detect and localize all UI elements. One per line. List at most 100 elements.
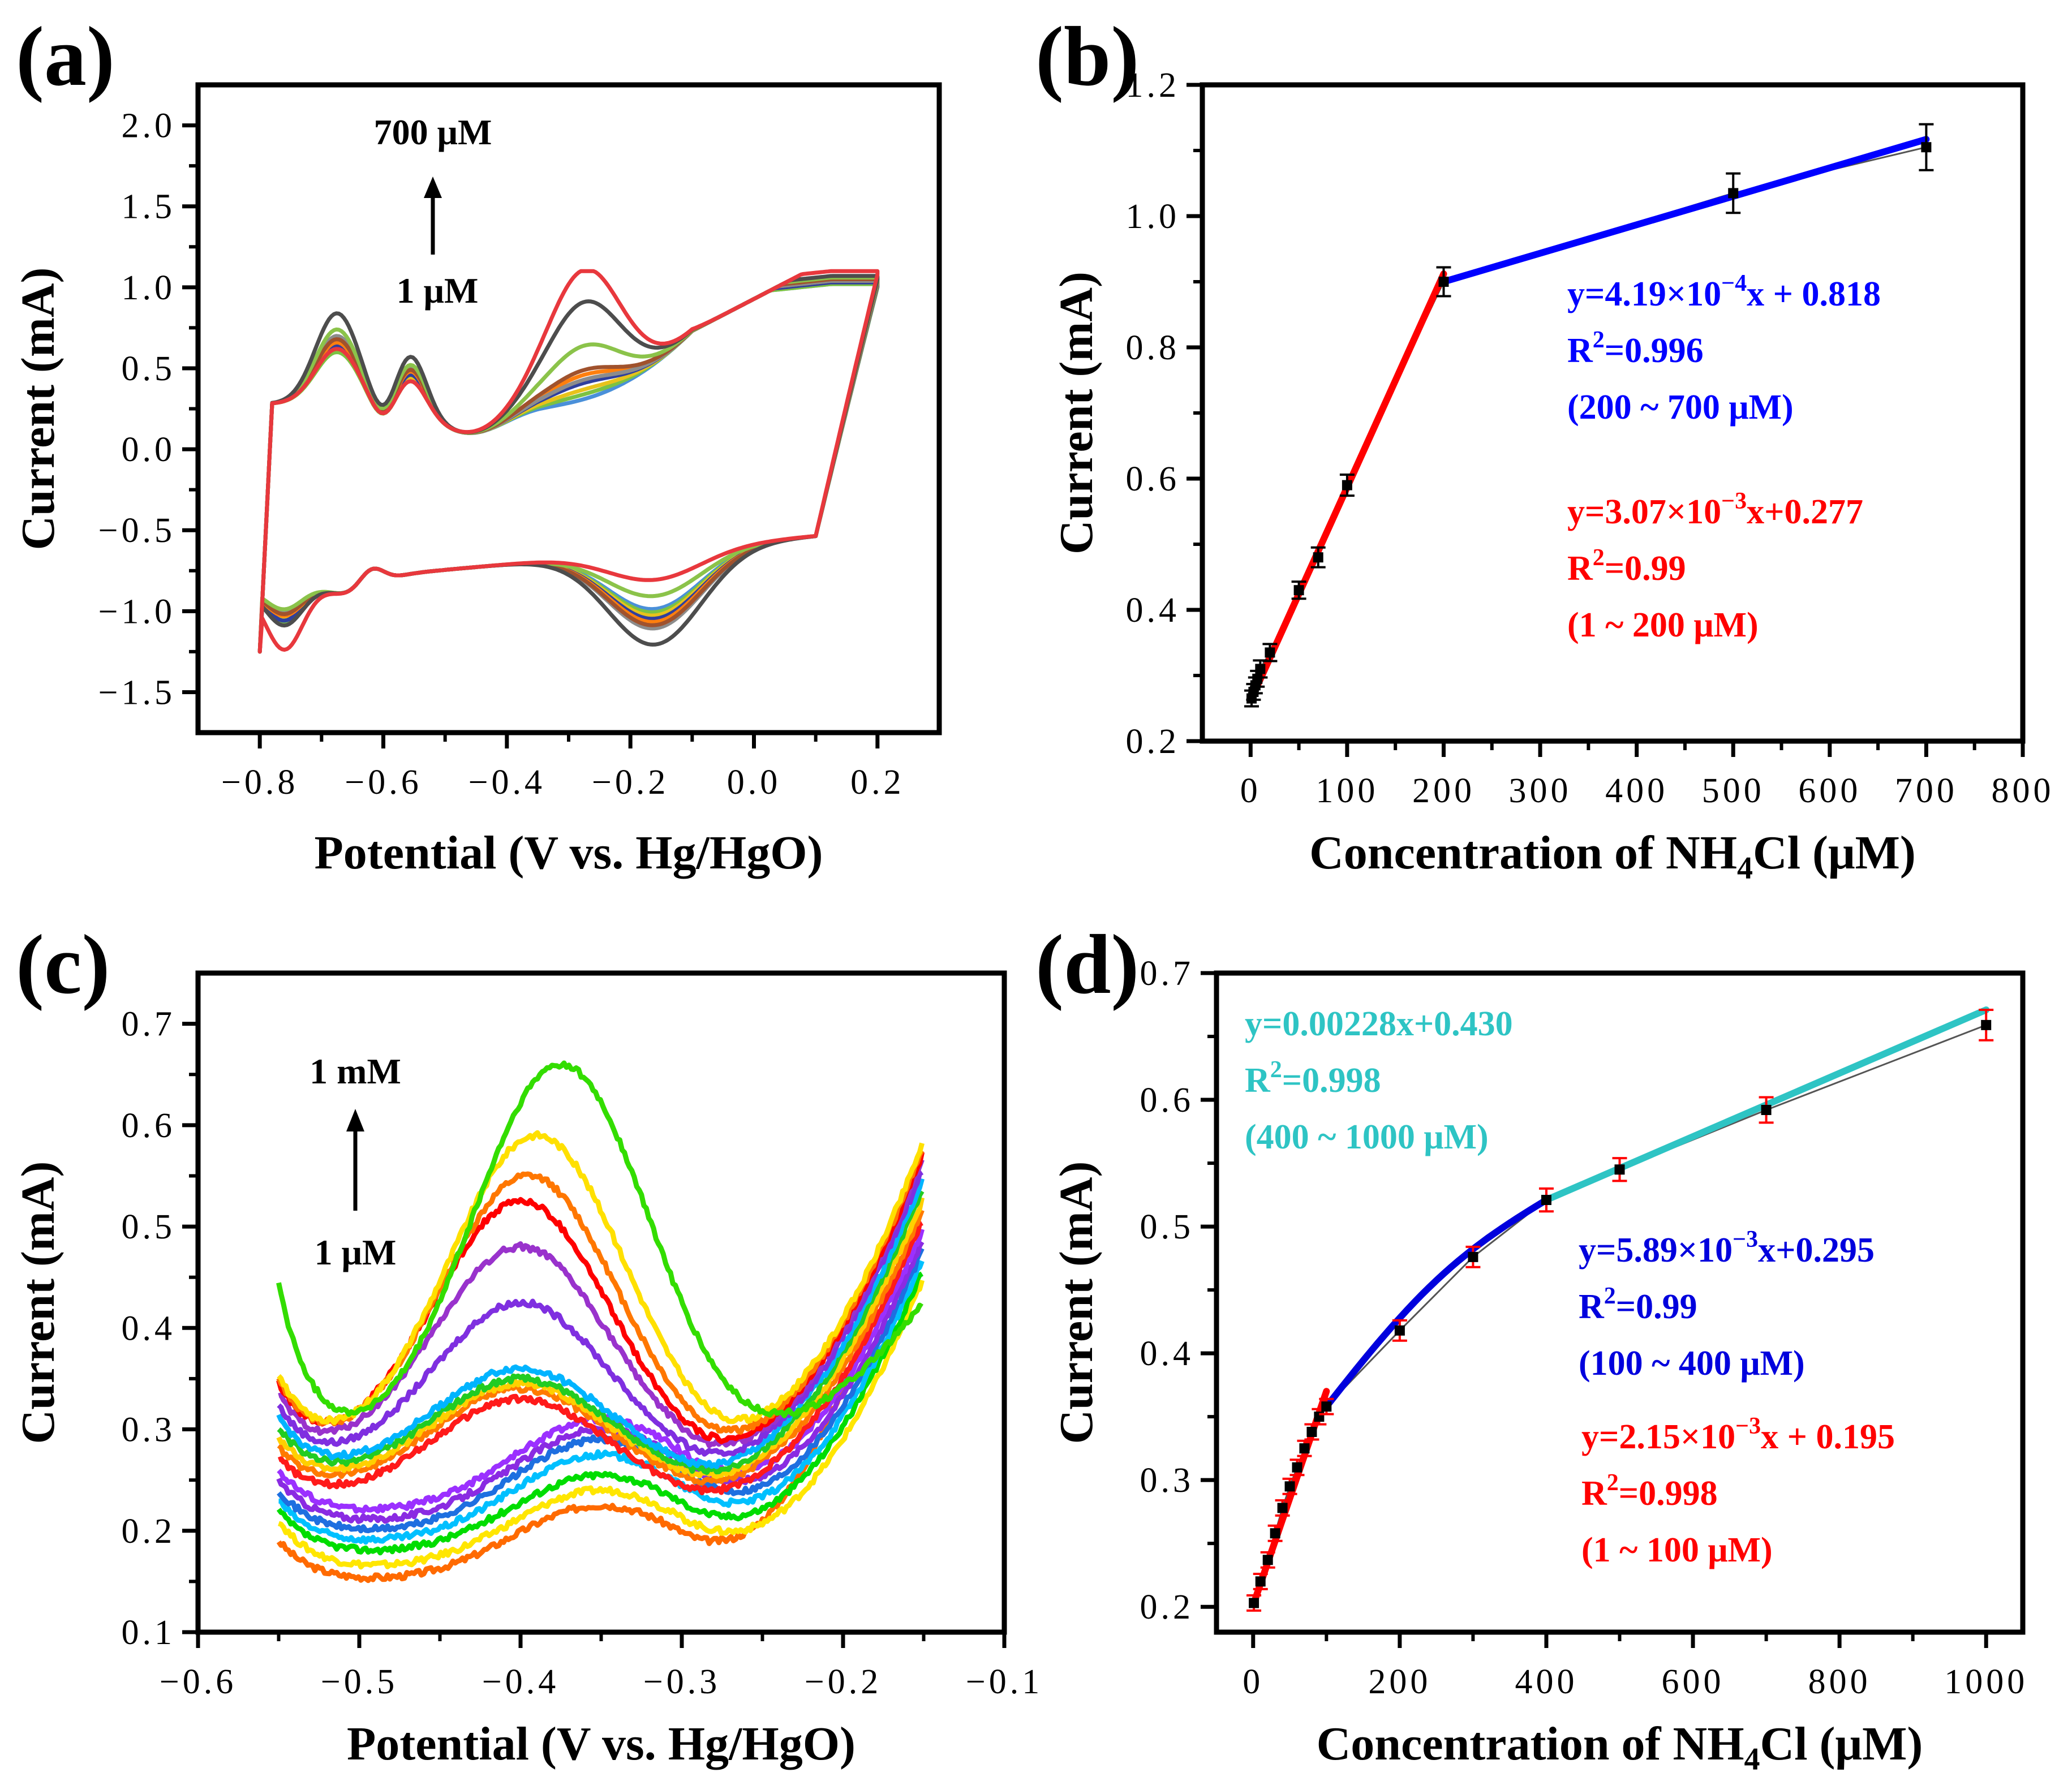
y-tick-label: 0.6 bbox=[1126, 460, 1180, 498]
x-tick-label: −0.4 bbox=[482, 1663, 559, 1701]
x-tick-label: 0 bbox=[1243, 1663, 1263, 1701]
fit-r2: R2=0.998 bbox=[1245, 1057, 1381, 1100]
r2-exp: 2 bbox=[1593, 327, 1605, 353]
dpv-series-line bbox=[278, 1260, 925, 1545]
y-tick-label: 0.2 bbox=[1140, 1588, 1194, 1627]
x-tick-label: −0.8 bbox=[221, 763, 298, 802]
fit-eq-exp: −3 bbox=[1721, 488, 1747, 514]
r2-exp: 2 bbox=[1604, 1283, 1616, 1309]
dpv-series-line bbox=[276, 1060, 924, 1418]
data-point bbox=[1262, 1555, 1273, 1565]
x-label-sub: 4 bbox=[1737, 851, 1753, 886]
x-tick-label: 400 bbox=[1605, 772, 1668, 810]
y-tick-label: −0.5 bbox=[98, 511, 175, 550]
r2-exp: 2 bbox=[1270, 1057, 1282, 1083]
x-label-main: Concentration of NH bbox=[1317, 1718, 1744, 1770]
x-tick-label: 700 bbox=[1895, 772, 1958, 810]
data-point bbox=[1270, 1528, 1280, 1539]
fit-r2: R2=0.99 bbox=[1579, 1283, 1697, 1326]
r2-exp: 2 bbox=[1593, 545, 1605, 571]
data-point bbox=[1981, 1019, 1992, 1030]
data-point bbox=[1541, 1195, 1551, 1206]
x-axis-label: Potential (V vs. Hg/HgO) bbox=[314, 827, 823, 879]
panel-label: (d) bbox=[1035, 918, 1139, 1012]
r2-value: =0.99 bbox=[1616, 1288, 1697, 1326]
dpv-series-line bbox=[278, 1279, 925, 1570]
x-axis-label: Potential (V vs. Hg/HgO) bbox=[347, 1718, 856, 1770]
x-tick-label: 800 bbox=[1808, 1663, 1871, 1701]
y-axis-label: Current (mA) bbox=[12, 268, 65, 550]
panel-a: 700 μM 1 μM −0.8 −0.6 −0.4 −0.2 0.0 0.2 −1.5 −1.0… bbox=[12, 10, 942, 879]
y-tick-label: 0.0 bbox=[122, 431, 176, 469]
fit-r2: R2=0.996 bbox=[1567, 327, 1704, 370]
y-tick-label: 2.0 bbox=[122, 107, 176, 145]
dpv-series-line bbox=[277, 1247, 925, 1534]
x-axis-label: Concentration of NH4Cl (μM) bbox=[1309, 827, 1916, 886]
data-point bbox=[1249, 1598, 1259, 1608]
y-tick-label: 0.4 bbox=[1140, 1335, 1194, 1373]
dpv-series-line bbox=[276, 1271, 924, 1556]
data-point bbox=[1277, 1503, 1288, 1513]
y-tick-label: 0.5 bbox=[122, 1208, 176, 1246]
x-tick-label: 200 bbox=[1412, 772, 1475, 810]
y-tick-label: −1.5 bbox=[98, 673, 175, 712]
fit-range: (100 ~ 400 μM) bbox=[1579, 1344, 1805, 1383]
x-tick-label: −0.2 bbox=[592, 763, 669, 802]
series-group bbox=[276, 1060, 925, 1584]
x-tick-label: −0.3 bbox=[643, 1663, 720, 1701]
y-tick-label: −1.0 bbox=[98, 592, 175, 631]
annotation-top: 1 mM bbox=[309, 1051, 401, 1091]
dpv-series-line bbox=[277, 1170, 924, 1457]
r2-value: =0.996 bbox=[1605, 332, 1704, 370]
y-tick-label: 0.7 bbox=[122, 1005, 176, 1044]
data-point bbox=[1284, 1481, 1295, 1492]
fit-equation: y=5.89×10−3x+0.295 bbox=[1579, 1227, 1875, 1270]
panel-label: (c) bbox=[16, 918, 110, 1012]
r2-letter: R bbox=[1581, 1474, 1607, 1513]
dpv-series-line bbox=[276, 1178, 925, 1469]
r2-letter: R bbox=[1579, 1288, 1605, 1326]
y-axis-label: Current (mA) bbox=[1050, 1161, 1103, 1444]
r2-value: =0.998 bbox=[1619, 1474, 1718, 1513]
fit-eq-main: y=4.19×10 bbox=[1567, 275, 1721, 313]
r2-letter: R bbox=[1245, 1061, 1271, 1100]
data-point bbox=[1438, 277, 1449, 287]
y-tick-label: 0.4 bbox=[1126, 591, 1180, 630]
y-tick-label: 1.2 bbox=[1126, 66, 1180, 105]
x-tick-label: 200 bbox=[1368, 1663, 1431, 1701]
fit-equation: y=3.07×10−3x+0.277 bbox=[1567, 488, 1863, 531]
y-tick-label: 0.5 bbox=[1140, 1208, 1194, 1246]
x-tick-label: −0.1 bbox=[966, 1663, 1043, 1701]
y-tick-label: 0.6 bbox=[122, 1107, 176, 1145]
y-axis-label: Current (mA) bbox=[12, 1161, 65, 1444]
fit-range: (200 ~ 700 μM) bbox=[1567, 388, 1794, 427]
y-tick-label: 0.7 bbox=[1140, 954, 1194, 993]
y-tick-label: 1.5 bbox=[122, 188, 176, 226]
plot-frame bbox=[195, 82, 942, 735]
x-tick-label: 1000 bbox=[1944, 1663, 2028, 1701]
y-tick-label: 0.8 bbox=[1126, 329, 1180, 367]
fit-line bbox=[1440, 136, 1930, 285]
x-tick-label: 300 bbox=[1509, 772, 1572, 810]
data-point bbox=[1292, 1462, 1302, 1473]
r2-letter: R bbox=[1567, 332, 1593, 370]
fit-equation: y=2.15×10−3x + 0.195 bbox=[1581, 1413, 1895, 1456]
x-tick-label: −0.6 bbox=[160, 1663, 237, 1701]
data-point bbox=[1313, 552, 1323, 563]
fit-line bbox=[1250, 1388, 1330, 1607]
data-point bbox=[1614, 1164, 1625, 1175]
data-point bbox=[1321, 1401, 1332, 1412]
fit-equation: y=4.19×10−4x + 0.818 bbox=[1567, 270, 1881, 313]
data-point bbox=[1293, 585, 1304, 596]
fit-eq-tail: x + 0.195 bbox=[1761, 1418, 1895, 1456]
dpv-series-line bbox=[276, 1240, 925, 1524]
r2-letter: R bbox=[1567, 549, 1593, 588]
annotation-bottom: 1 μM bbox=[315, 1232, 397, 1272]
dpv-series-line bbox=[277, 1130, 925, 1425]
panel-label: (b) bbox=[1035, 10, 1139, 104]
x-label-tail: Cl (μM) bbox=[1753, 827, 1916, 879]
series-group bbox=[257, 269, 880, 654]
y-tick-label: 0.4 bbox=[122, 1309, 176, 1348]
